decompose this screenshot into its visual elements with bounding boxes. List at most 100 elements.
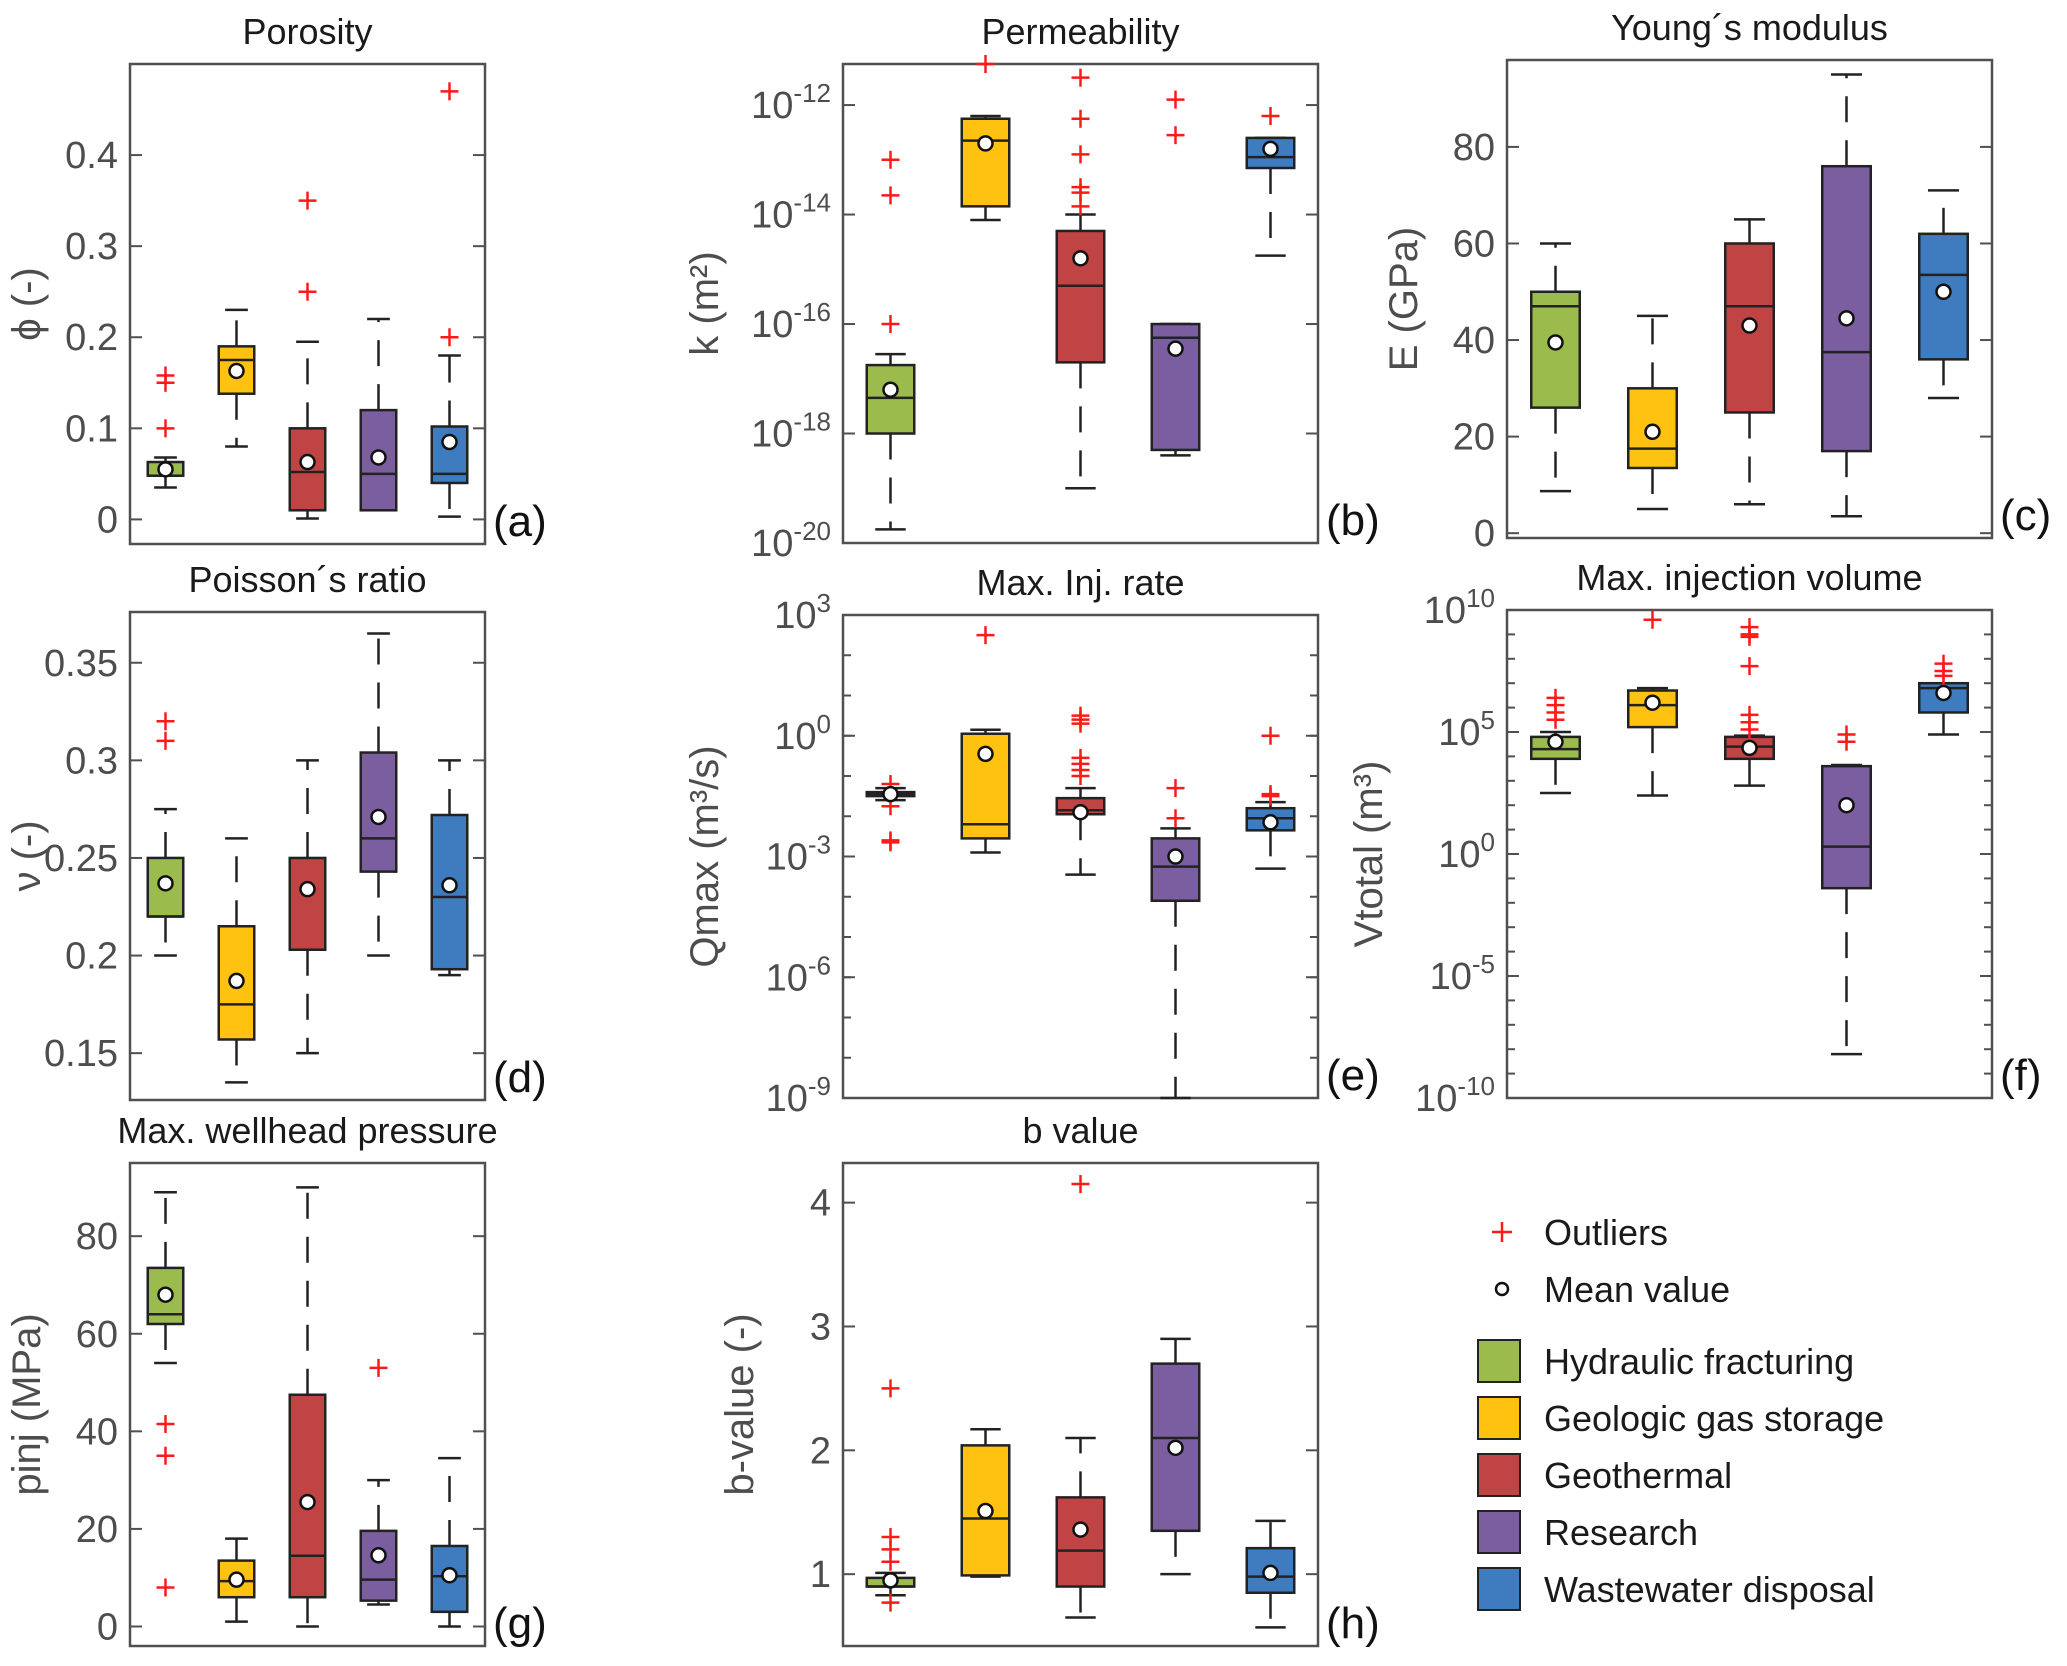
y-tick-label: 10-6	[766, 950, 831, 999]
outlier-marker	[1071, 145, 1090, 164]
outlier-marker	[1261, 785, 1280, 804]
outlier-marker	[369, 1358, 388, 1377]
panel-title: b value	[1022, 1110, 1138, 1151]
mean-marker	[1262, 1564, 1279, 1582]
outlier-marker	[156, 1578, 175, 1597]
mean-marker	[1547, 733, 1564, 751]
panel-title: Poisson´s ratio	[188, 559, 426, 600]
y-tick-label: 0.2	[65, 317, 118, 359]
y-tick-label: 10-16	[751, 297, 831, 346]
outlier-marker	[881, 1593, 900, 1612]
mean-marker	[1262, 140, 1279, 158]
outlier-marker	[881, 1379, 900, 1398]
box-research	[1150, 90, 1201, 457]
y-axis-label: Vtotal (m³)	[1347, 761, 1391, 948]
box-hydraulic-fracturing	[865, 150, 916, 531]
iqr-box	[359, 1529, 398, 1602]
mean-marker	[1935, 283, 1952, 301]
outlier-marker	[156, 419, 175, 438]
outlier-marker	[1740, 618, 1759, 637]
legend: Outliers Mean value Hydraulic fracturing Ge…	[1477, 1212, 1884, 1611]
y-tick-label: 80	[76, 1216, 118, 1258]
mean-marker	[299, 453, 316, 471]
panel-e: 10-9 10-6 10-3 100 103 Max. Inj. rate (e) Qmax …	[683, 562, 1380, 1120]
mean-marker	[977, 135, 994, 152]
y-tick-label: 10-14	[751, 188, 831, 237]
panel-title: Young´s modulus	[1611, 7, 1888, 48]
y-tick-label: 60	[1453, 223, 1495, 265]
mean-marker	[1072, 803, 1089, 821]
legend-mean-label: Mean value	[1544, 1269, 1730, 1310]
mean-marker	[1838, 310, 1855, 327]
outlier-marker	[881, 150, 900, 169]
panel-b: 10-20 10-18 10-16 10-14 10-12 Permeability (b)…	[683, 11, 1380, 565]
panel-label: (g)	[493, 1599, 547, 1648]
box-geothermal	[1724, 218, 1775, 506]
outlier-marker	[1261, 726, 1280, 745]
axes-frame	[841, 613, 1320, 1100]
outlier-marker	[440, 328, 459, 347]
y-tick-label: 3	[810, 1306, 831, 1348]
box-wastewater-disposal	[1245, 1519, 1296, 1629]
mean-marker	[370, 1547, 387, 1564]
mean-marker	[1838, 796, 1855, 814]
panel-label: (f)	[2000, 1051, 2042, 1100]
outlier-marker	[156, 731, 175, 750]
box-wastewater-disposal	[1245, 726, 1296, 870]
y-axis-label: pinj (MPa)	[5, 1313, 49, 1495]
box-hydraulic-fracturing	[1530, 688, 1581, 795]
y-tick-label: 10-9	[766, 1071, 831, 1120]
panel-label: (c)	[2000, 491, 2051, 540]
legend-entry-label: Geothermal	[1544, 1455, 1732, 1496]
outlier-marker	[1934, 654, 1953, 673]
outlier-marker	[1166, 90, 1185, 109]
mean-marker	[1072, 1521, 1089, 1538]
mean-marker	[441, 877, 458, 894]
box-research	[1150, 1337, 1201, 1576]
box-geologic-gas-storage	[960, 1428, 1011, 1578]
legend-swatch	[1477, 1396, 1521, 1440]
iqr-box	[865, 363, 916, 435]
panel-title: Max. Inj. rate	[976, 562, 1184, 603]
iqr-box	[1821, 164, 1872, 453]
mean-marker	[977, 745, 994, 763]
mean-marker	[1644, 423, 1661, 441]
outlier-marker	[1166, 779, 1185, 798]
axes-frame	[128, 610, 487, 1102]
y-tick-label: 100	[774, 709, 831, 758]
outlier-marker	[1071, 748, 1090, 767]
box-wastewater-disposal	[1245, 107, 1296, 257]
y-axis-label: b-value (-)	[718, 1313, 762, 1495]
iqr-box	[960, 117, 1011, 208]
outlier-marker	[156, 366, 175, 385]
outlier-marker	[298, 282, 317, 301]
axes-frame	[128, 1161, 487, 1648]
panel-d: 0.15 0.2 0.25 0.3 0.35 Poisson´s ratio (d) ν (-…	[5, 559, 547, 1102]
mean-marker	[157, 1286, 174, 1303]
panel-label: (h)	[1326, 1599, 1380, 1648]
box-wastewater-disposal	[430, 759, 469, 977]
outlier-marker	[881, 1528, 900, 1547]
y-axis-label: ν (-)	[5, 820, 49, 891]
box-wastewater-disposal	[1918, 654, 1969, 736]
outlier-marker	[156, 1415, 175, 1434]
mean-marker	[1741, 739, 1758, 757]
outlier-marker	[881, 315, 900, 334]
box-geothermal	[1055, 68, 1106, 490]
box-geologic-gas-storage	[217, 308, 256, 448]
panel-g: 0 20 40 60 80 Max. wellhead pressure (g) pinj (…	[5, 1110, 547, 1648]
mean-marker	[1935, 684, 1952, 702]
y-tick-label: 0.35	[44, 643, 118, 685]
panel-title: Permeability	[981, 11, 1179, 52]
panel-label: (d)	[493, 1053, 547, 1102]
box-wastewater-disposal	[430, 1456, 469, 1628]
legend-outliers-label: Outliers	[1544, 1212, 1668, 1253]
box-research	[359, 317, 398, 512]
panel-label: (b)	[1326, 496, 1380, 545]
y-tick-label: 80	[1453, 127, 1495, 169]
y-tick-label: 0.4	[65, 135, 118, 177]
mean-marker	[299, 1493, 316, 1511]
mean-marker	[157, 875, 174, 892]
panel-label: (a)	[493, 497, 547, 546]
